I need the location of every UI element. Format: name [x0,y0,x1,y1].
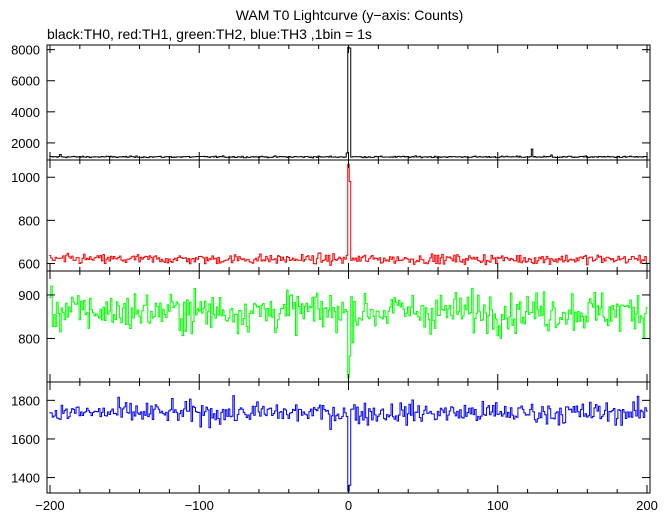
y-tick-label: 6000 [11,74,40,89]
y-tick-label: 4000 [11,105,40,120]
y-tick-label: 800 [18,213,40,228]
y-tick-label: 1400 [11,471,40,486]
x-tick-label: 200 [636,498,658,513]
chart-subtitle: black:TH0, red:TH1, green:TH2, blue:TH3 … [47,26,372,42]
y-tick-label: 900 [18,288,40,303]
series-line-th0 [49,46,648,159]
y-tick-label: 1000 [11,170,40,185]
panel-frame-th3 [46,381,651,494]
x-tick-label: −100 [185,498,214,513]
series-line-th3 [49,395,648,492]
panel-frame-th2 [46,270,651,383]
y-tick-label: 1600 [11,432,40,447]
chart-title: WAM T0 Lightcurve (y−axis: Counts) [235,7,464,23]
panel-frame-th0 [46,44,651,161]
x-tick-label: 100 [487,498,509,513]
y-tick-label: 2000 [11,136,40,151]
x-tick-label: −200 [35,498,64,513]
x-tick-label: 0 [345,498,352,513]
y-tick-label: 800 [18,331,40,346]
series-line-th2 [49,285,648,379]
y-tick-label: 1800 [11,393,40,408]
y-tick-label: 600 [18,256,40,271]
series-line-th1 [49,163,648,266]
y-tick-label: 8000 [11,43,40,58]
